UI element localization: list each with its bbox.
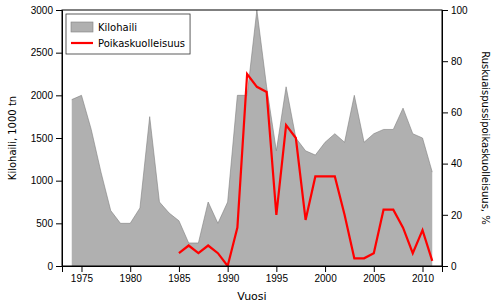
y2-axis: 0 20 40 60 80 100 [442, 5, 468, 272]
tick: 3000 [31, 5, 62, 16]
tick: 1975 [71, 266, 94, 284]
tick: 0 [442, 261, 457, 272]
legend-label: Poikaskuolleisuus [98, 38, 185, 49]
legend-swatch [71, 42, 93, 44]
tick-label: 500 [36, 218, 53, 229]
tick-mark [81, 266, 82, 272]
tick-mark [442, 215, 448, 216]
tick-mark [56, 138, 62, 139]
tick: 2010 [412, 266, 435, 284]
tick-mark [179, 266, 180, 272]
area [72, 10, 433, 266]
tick-label: 40 [451, 158, 463, 169]
x-axis: 1975 1980 1985 1990 1995 2000 2005 2010 [63, 266, 443, 284]
tick-label: 1980 [120, 273, 143, 284]
tick-label: 2000 [314, 273, 337, 284]
tick-mark [56, 266, 62, 267]
legend-item: Poikaskuolleisuus [71, 38, 185, 49]
y-axis-title: Kilohaili, 1000 tn [7, 96, 18, 180]
chart: 1975198019851990199520002005201005001000… [0, 0, 500, 308]
marks [72, 10, 433, 266]
y2-axis-title: Ruskuaispussipoikaskuolleisuus, % [480, 51, 491, 224]
tick-label: 2500 [31, 47, 54, 58]
tick: 100 [442, 5, 468, 16]
tick-label: 1990 [217, 273, 240, 284]
tick-label: 0 [451, 261, 457, 272]
tick: 1995 [266, 266, 289, 284]
plot-frame [62, 10, 442, 266]
tick-mark [442, 61, 448, 62]
tick-label: 1975 [71, 273, 94, 284]
tick-mark [442, 112, 448, 113]
tick-label: 1995 [266, 273, 289, 284]
tick: 2005 [363, 266, 386, 284]
tick: 0 [47, 261, 62, 272]
tick-mark [423, 266, 424, 272]
tick: 1985 [168, 266, 191, 284]
axis-line [63, 267, 443, 273]
tick-label: 1500 [31, 133, 54, 144]
line [179, 74, 432, 266]
tick: 2000 [314, 266, 337, 284]
legend: Kilohaili Poikaskuolleisuus [66, 14, 190, 54]
tick-label: 60 [451, 107, 463, 118]
tick-label: 1985 [168, 273, 191, 284]
tick: 20 [442, 210, 463, 221]
tick-mark [130, 266, 131, 272]
tick-mark [56, 181, 62, 182]
tick: 1980 [120, 266, 143, 284]
tick: 1000 [31, 175, 62, 186]
tick-label: 0 [47, 261, 53, 272]
tick-mark [325, 266, 326, 272]
legend-box [66, 14, 190, 54]
tick-mark [56, 95, 62, 96]
x-axis-title: Vuosi [237, 290, 266, 303]
tick-label: 2010 [412, 273, 435, 284]
tick-label: 2000 [31, 90, 54, 101]
legend-label: Kilohaili [98, 22, 137, 33]
axis-line [443, 11, 449, 267]
tick-mark [228, 266, 229, 272]
tick-label: 2005 [363, 273, 386, 284]
tick: 60 [442, 107, 463, 118]
legend-item: Kilohaili [71, 22, 137, 33]
tick: 40 [442, 158, 463, 169]
tick: 1990 [217, 266, 240, 284]
tick-mark [56, 10, 62, 11]
tick-mark [374, 266, 375, 272]
legend-swatch [71, 22, 93, 32]
area-border [72, 10, 433, 243]
tick-mark [56, 53, 62, 54]
tick: 2000 [31, 90, 62, 101]
tick: 500 [36, 218, 62, 229]
plot: 1975198019851990199520002005201005001000… [7, 5, 491, 303]
tick-label: 3000 [31, 5, 54, 16]
tick-label: 80 [451, 56, 463, 67]
tick-mark [442, 164, 448, 165]
tick-mark [442, 10, 448, 11]
tick-label: 20 [451, 210, 463, 221]
tick: 1500 [31, 133, 62, 144]
tick-mark [442, 266, 448, 267]
tick: 2500 [31, 47, 62, 58]
tick-mark [276, 266, 277, 272]
tick: 80 [442, 56, 463, 67]
tick-label: 1000 [31, 175, 54, 186]
y-axis: 0 500 1000 1500 2000 2500 3000 [31, 5, 63, 272]
tick-label: 100 [451, 5, 468, 16]
tick-mark [56, 223, 62, 224]
